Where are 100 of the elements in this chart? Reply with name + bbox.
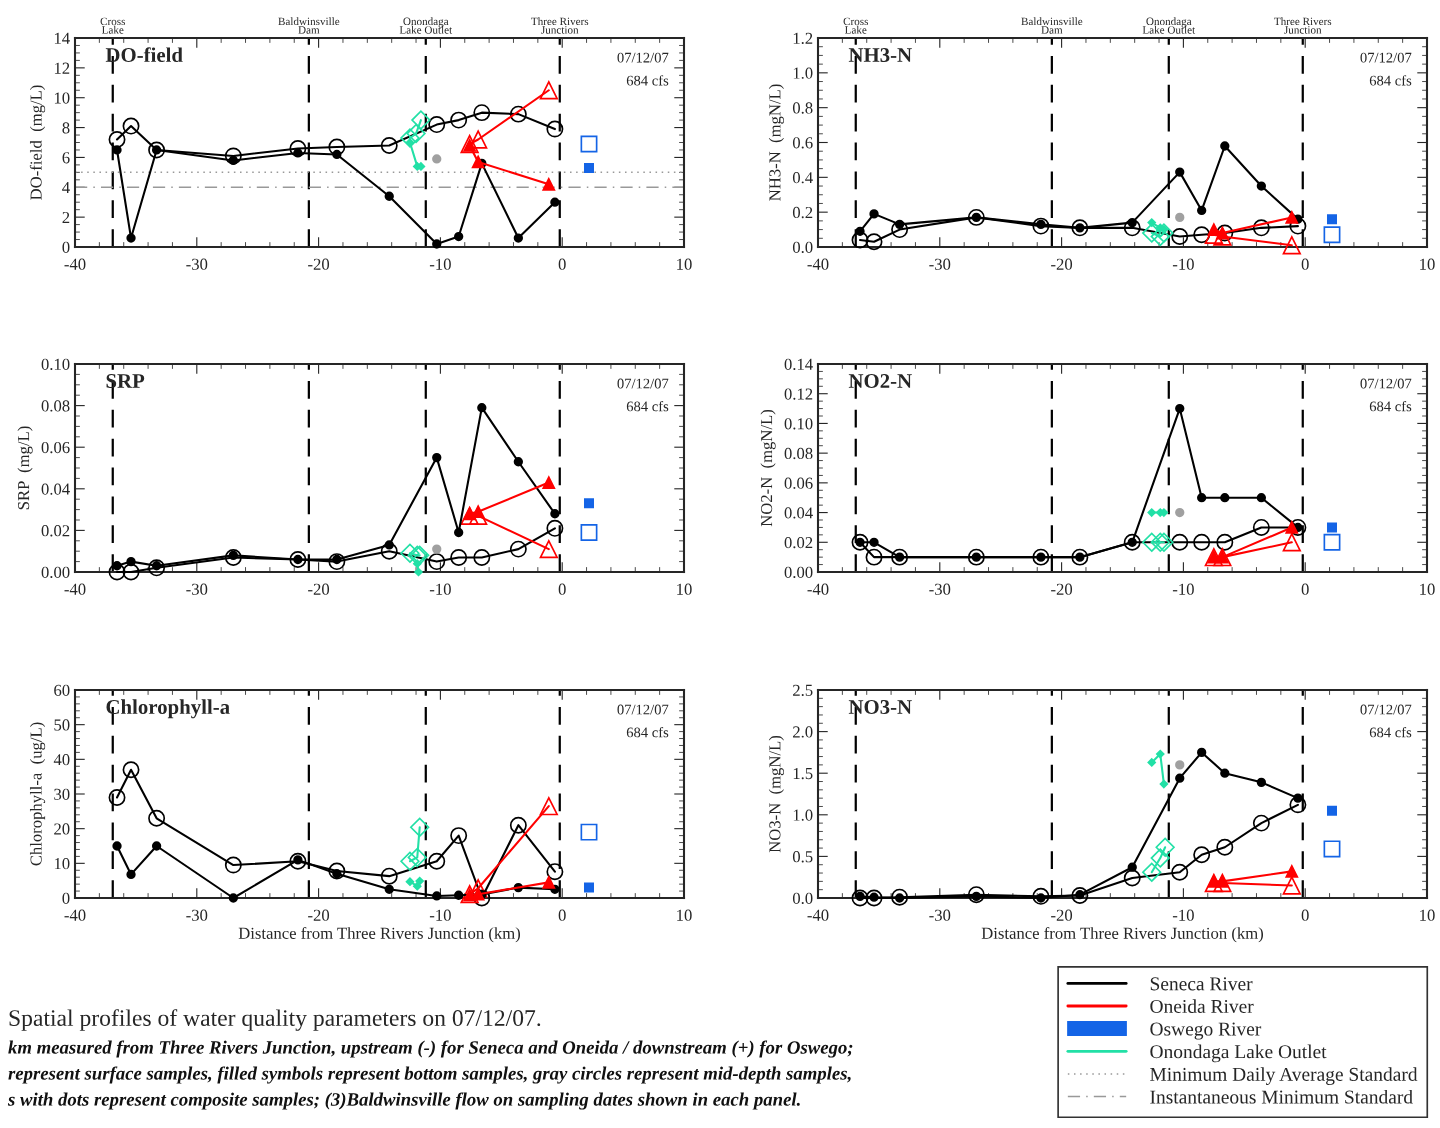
x-tick-label: -40 (64, 909, 86, 921)
x-tick-label: 10 (1420, 583, 1435, 595)
x-tick-label: -10 (1172, 258, 1194, 270)
ref-line-label: Baldwinsville Dam (1021, 17, 1083, 34)
y-axis-title: NO2-N (mgN/L) (760, 409, 776, 527)
y-tick-label: 0.06 (41, 441, 70, 454)
legend-label: Instantaneous Minimum Standard (1150, 1089, 1413, 1104)
y-tick-label: 0.4 (792, 172, 813, 184)
annotation: 684 cfs (1369, 726, 1412, 738)
chart-title: NO2-N (848, 374, 912, 389)
y-tick-label: 0.04 (41, 483, 70, 495)
x-tick-label: -40 (807, 258, 829, 270)
x-tick-label: 10 (677, 909, 692, 921)
y-tick-label: 8 (62, 122, 70, 134)
annotation: 684 cfs (1369, 400, 1412, 412)
y-axis-title: NH3-N (mgN/L) (768, 84, 784, 201)
ref-line-label: Onondaga Lake Outlet (399, 17, 453, 34)
x-tick-label: 0 (558, 583, 566, 595)
annotation: 684 cfs (626, 400, 669, 412)
x-tick-label: -10 (1172, 583, 1194, 595)
y-tick-label: 0.5 (792, 851, 813, 863)
annotation: 07/12/07 (617, 704, 669, 715)
y-tick-label: 0.00 (41, 566, 70, 579)
annotation: 07/12/07 (617, 378, 669, 389)
chart-title: SRP (106, 374, 145, 389)
y-tick-label: 0.8 (792, 102, 813, 114)
x-tick-label: 10 (677, 258, 692, 270)
y-tick-label: 1.0 (793, 809, 813, 821)
y-tick-label: 0.14 (784, 358, 813, 371)
legend-label: Onondaga Lake Outlet (1150, 1044, 1327, 1063)
y-tick-label: 1.0 (793, 67, 813, 79)
y-tick-label: 0.02 (784, 536, 813, 549)
ref-line-label: Three Rivers Junction (1274, 17, 1332, 34)
annotation: 07/12/07 (1360, 52, 1412, 63)
y-tick-label: 10 (54, 92, 70, 104)
chart-title: DO-field (105, 47, 183, 63)
text: Spatial profiles of water quality parameters on 07/12/07. (9, 1009, 541, 1031)
x-tick-label: -20 (1051, 909, 1073, 921)
y-tick-label: 2 (62, 211, 70, 223)
y-axis-title: Chlorophyll-a (ug/L) (29, 722, 46, 866)
x-tick-label: 10 (1420, 258, 1435, 270)
y-tick-label: 0.2 (792, 206, 813, 219)
y-tick-label: 0 (62, 892, 70, 904)
x-tick-label: -40 (64, 258, 86, 270)
x-tick-label: -40 (64, 583, 86, 595)
x-tick-label: -30 (929, 258, 951, 270)
text: s with dots represent composite samples; (3)Baldwinsville flow on sampling dates shown in each panel. (7, 1092, 800, 1110)
y-tick-label: 12 (54, 62, 70, 74)
y-tick-label: 0.10 (41, 358, 70, 371)
text: km measured from Three Rivers Junction, upstream (-) for Seneca and Oneida / downstream (+) for Oswego; (8, 1040, 853, 1058)
x-tick-label: -30 (929, 909, 951, 921)
x-tick-label: 0 (1301, 909, 1309, 921)
y-tick-label: 0 (62, 241, 70, 253)
y-tick-label: 14 (54, 32, 70, 44)
x-tick-label: -10 (429, 258, 451, 270)
y-tick-label: 20 (54, 823, 70, 835)
y-tick-label: 60 (54, 684, 70, 696)
x-tick-label: -20 (308, 258, 330, 270)
x-tick-label: -30 (186, 258, 208, 270)
x-axis-title: Distance from Three Rivers Junction (km) (981, 927, 1264, 943)
x-tick-label: 10 (677, 583, 692, 595)
chart-title: NO3-N (848, 700, 912, 715)
ref-line-label: Baldwinsville Dam (278, 17, 340, 34)
y-tick-label: 0.04 (784, 507, 813, 519)
annotation: 684 cfs (626, 75, 669, 86)
x-tick-label: 0 (1301, 258, 1309, 270)
y-tick-label: 40 (53, 754, 70, 766)
x-tick-label: 0 (558, 258, 566, 270)
x-tick-label: -20 (308, 909, 330, 921)
chart-title: NH3-N (848, 48, 912, 63)
x-tick-label: -10 (429, 583, 451, 595)
y-tick-label: 0.0 (792, 241, 813, 254)
y-tick-label: 0.0 (792, 892, 813, 905)
annotation: 07/12/07 (1360, 378, 1412, 389)
legend-label: Minimum Daily Average Standard (1150, 1067, 1418, 1085)
y-axis-title: SRP (mg/L) (17, 426, 33, 510)
y-tick-label: 50 (54, 719, 70, 731)
y-tick-label: 2.5 (793, 684, 813, 697)
x-axis-title: Distance from Three Rivers Junction (km) (238, 927, 521, 943)
y-tick-label: 1.2 (793, 32, 813, 45)
x-tick-label: -10 (429, 909, 451, 921)
y-tick-label: 0.12 (784, 388, 813, 400)
legend-label: Seneca River (1150, 977, 1253, 991)
legend-label: Oneida River (1150, 999, 1254, 1013)
x-tick-label: -40 (807, 909, 829, 921)
x-tick-label: -30 (186, 909, 208, 921)
x-tick-label: 0 (1301, 583, 1309, 595)
ref-line-label: Onondaga Lake Outlet (1142, 17, 1196, 34)
ref-line-label: Three Rivers Junction (531, 17, 589, 34)
legend-label: Oswego River (1150, 1022, 1262, 1040)
y-axis-title: NO3-N (mgN/L) (768, 735, 784, 853)
y-tick-label: 4 (62, 182, 70, 194)
y-tick-label: 30 (54, 788, 70, 800)
ref-line-label: Cross Lake (843, 17, 869, 34)
chart-title: Chlorophyll-a (106, 699, 230, 719)
x-tick-label: -30 (929, 583, 951, 595)
y-tick-label: 0.08 (41, 400, 70, 412)
annotation: 684 cfs (1369, 75, 1412, 86)
text: represent surface samples, filled symbols represent bottom samples, gray circles represent mid-depth samples, (8, 1066, 851, 1084)
x-tick-label: -40 (807, 583, 829, 595)
